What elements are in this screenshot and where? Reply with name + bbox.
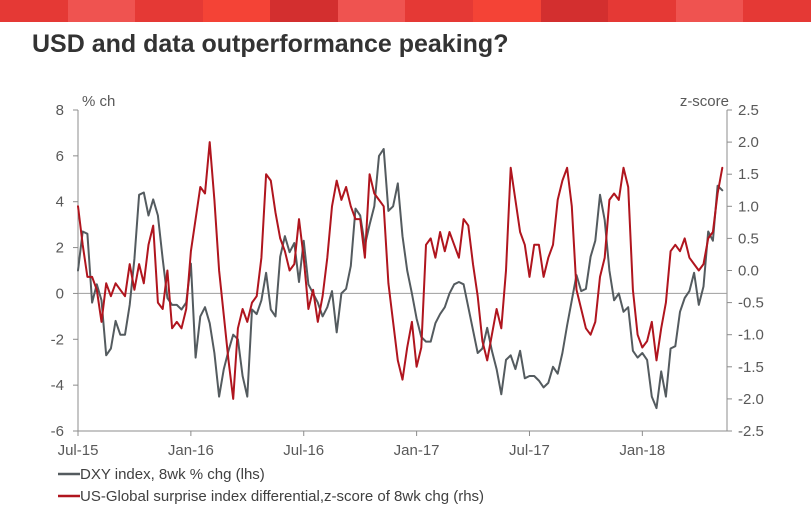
stripe-segment	[608, 0, 676, 22]
y-right-tick-label: 1.0	[738, 198, 759, 215]
y-right-tick-label: -0.5	[738, 295, 764, 312]
stripe-segment	[0, 0, 68, 22]
y-left-tick-label: 4	[56, 194, 64, 211]
y-right-tick-label: 2.5	[738, 102, 759, 119]
y-right-tick-label: -1.5	[738, 359, 764, 376]
axes: 8 6 4 2 0 -2 -4 -6 2.5 2.0 1.5 1.0 0.5 0.0 -0.5 -1.0 -1.…	[51, 102, 764, 459]
plot-series	[77, 141, 724, 410]
x-tick-label: Jul-15	[58, 442, 99, 459]
dxy-series-line	[77, 148, 724, 410]
y-left-tick-label: -2	[51, 331, 64, 348]
y-right-tick-label: 2.0	[738, 134, 759, 151]
legend-label: US-Global surprise index differential,z-…	[80, 488, 484, 505]
y-right-tick-label: -1.0	[738, 327, 764, 344]
stripe-segment	[540, 0, 609, 22]
y-left-tick-label: -6	[51, 423, 64, 440]
x-tick-label: Jul-16	[283, 442, 324, 459]
stripe-segment	[67, 0, 136, 22]
y-left-tick-label: 2	[56, 240, 64, 257]
surprise-differential-series-line	[77, 141, 724, 400]
y-left-tick-label: 8	[56, 102, 64, 119]
legend: DXY index, 8wk % chg (lhs) US-Global surp…	[58, 466, 484, 505]
stripe-segment	[473, 0, 541, 22]
stripe-segment	[405, 0, 474, 22]
y-right-tick-label: 1.5	[738, 166, 759, 183]
stripe-segment	[743, 0, 811, 22]
page-title: USD and data outperformance peaking?	[32, 30, 509, 58]
x-tick-label: Jan-16	[168, 442, 214, 459]
y-right-tick-label: -2.5	[738, 423, 764, 440]
stripe-segment	[202, 0, 271, 22]
top-accent-stripe	[0, 0, 811, 22]
stripe-segment	[675, 0, 744, 22]
y-left-tick-label: 6	[56, 148, 64, 165]
y-right-tick-label: 0.5	[738, 230, 759, 247]
stripe-segment	[135, 0, 203, 22]
y-left-unit-label: % ch	[82, 93, 115, 110]
stripe-segment	[270, 0, 338, 22]
y-right-unit-label: z-score	[680, 93, 729, 110]
y-left-tick-label: -4	[51, 377, 64, 394]
y-right-tick-label: 0.0	[738, 263, 759, 280]
y-left-tick-label: 0	[56, 285, 64, 302]
x-tick-label: Jan-18	[619, 442, 665, 459]
y-right-tick-label: -2.0	[738, 391, 764, 408]
stripe-segment	[337, 0, 406, 22]
x-tick-label: Jan-17	[394, 442, 440, 459]
x-tick-label: Jul-17	[509, 442, 550, 459]
legend-label: DXY index, 8wk % chg (lhs)	[80, 466, 265, 483]
